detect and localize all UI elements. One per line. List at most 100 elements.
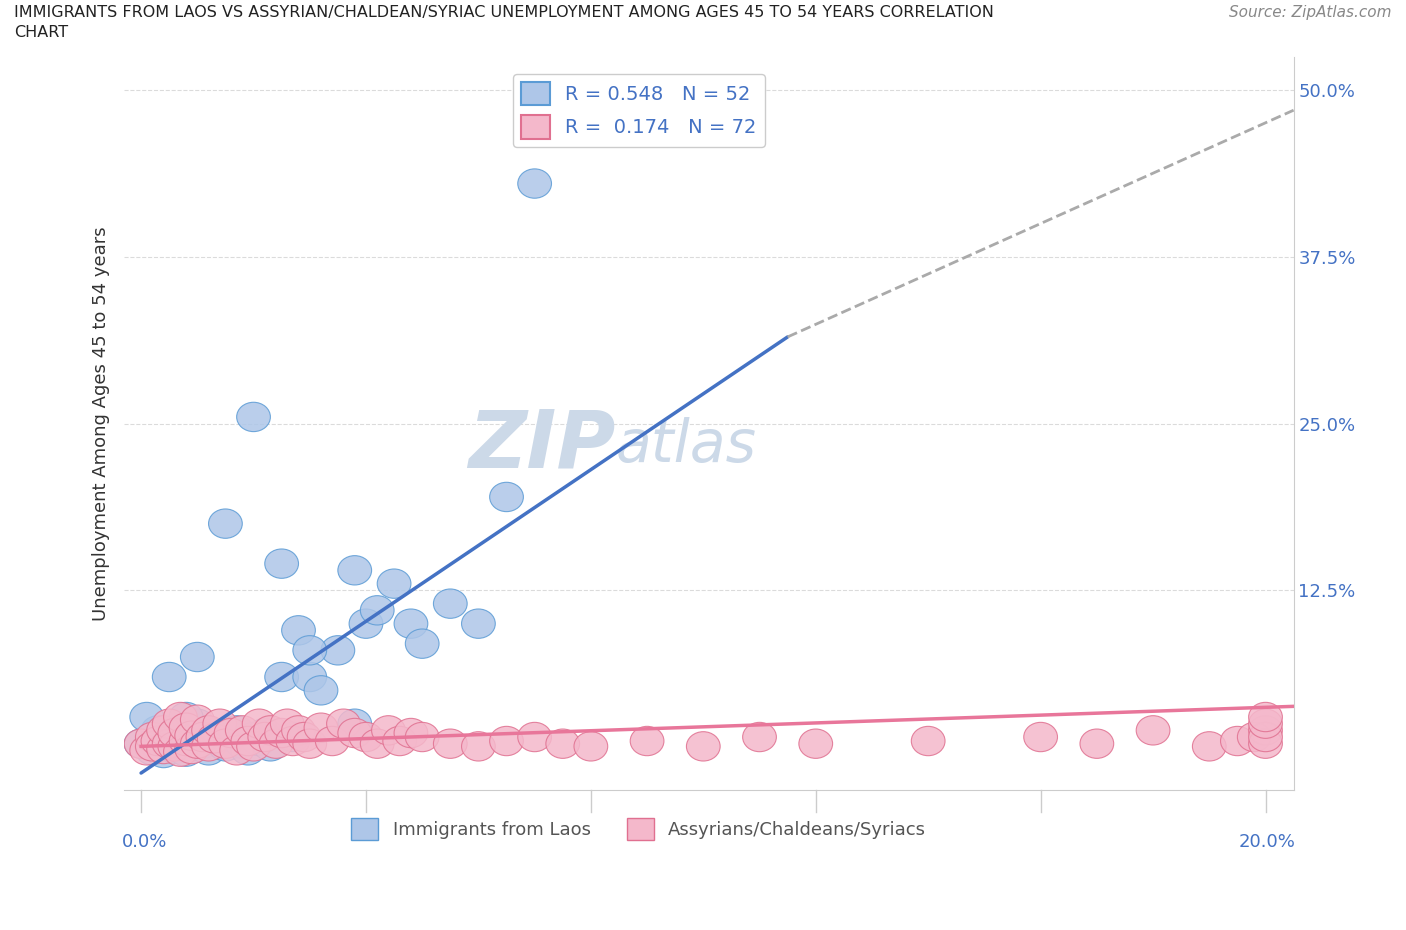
Ellipse shape [169,716,202,745]
Ellipse shape [1237,723,1271,751]
Ellipse shape [292,636,326,665]
Ellipse shape [208,509,242,538]
Ellipse shape [264,718,298,748]
Ellipse shape [247,718,281,748]
Ellipse shape [405,629,439,658]
Ellipse shape [152,729,186,758]
Ellipse shape [124,729,157,758]
Ellipse shape [202,709,236,738]
Ellipse shape [1249,723,1282,751]
Ellipse shape [236,732,270,761]
Ellipse shape [247,723,281,751]
Ellipse shape [270,709,304,738]
Ellipse shape [360,729,394,758]
Ellipse shape [371,716,405,745]
Text: Source: ZipAtlas.com: Source: ZipAtlas.com [1229,5,1392,20]
Ellipse shape [911,726,945,756]
Text: CHART: CHART [14,25,67,40]
Ellipse shape [489,726,523,756]
Ellipse shape [304,676,337,705]
Ellipse shape [174,721,208,751]
Ellipse shape [292,662,326,692]
Ellipse shape [321,636,354,665]
Ellipse shape [141,716,174,745]
Ellipse shape [349,609,382,638]
Ellipse shape [517,169,551,198]
Ellipse shape [337,709,371,738]
Ellipse shape [202,726,236,756]
Ellipse shape [129,702,163,732]
Ellipse shape [191,736,225,765]
Ellipse shape [394,609,427,638]
Ellipse shape [394,718,427,748]
Ellipse shape [326,709,360,738]
Ellipse shape [174,732,208,761]
Ellipse shape [287,723,321,751]
Ellipse shape [276,726,309,756]
Ellipse shape [236,403,270,432]
Ellipse shape [169,726,202,756]
Ellipse shape [225,729,259,758]
Ellipse shape [337,718,371,748]
Ellipse shape [174,735,208,764]
Ellipse shape [630,726,664,756]
Ellipse shape [180,705,214,735]
Ellipse shape [180,709,214,738]
Text: IMMIGRANTS FROM LAOS VS ASSYRIAN/CHALDEAN/SYRIAC UNEMPLOYMENT AMONG AGES 45 TO 5: IMMIGRANTS FROM LAOS VS ASSYRIAN/CHALDEA… [14,5,994,20]
Ellipse shape [197,724,231,753]
Ellipse shape [141,732,174,761]
Ellipse shape [1249,729,1282,758]
Text: 0.0%: 0.0% [122,833,167,851]
Y-axis label: Unemployment Among Ages 45 to 54 years: Unemployment Among Ages 45 to 54 years [93,226,110,621]
Ellipse shape [1220,726,1254,756]
Ellipse shape [242,709,276,738]
Ellipse shape [146,716,180,745]
Ellipse shape [135,732,169,761]
Ellipse shape [461,609,495,638]
Ellipse shape [186,729,219,758]
Ellipse shape [163,702,197,732]
Ellipse shape [214,718,247,748]
Ellipse shape [191,716,225,745]
Text: ZIP: ZIP [468,406,616,485]
Ellipse shape [135,736,169,765]
Ellipse shape [546,729,579,758]
Ellipse shape [231,736,264,765]
Ellipse shape [219,736,253,765]
Ellipse shape [146,735,180,764]
Ellipse shape [405,723,439,751]
Ellipse shape [1249,716,1282,745]
Legend: Immigrants from Laos, Assyrians/Chaldeans/Syriacs: Immigrants from Laos, Assyrians/Chaldean… [344,811,934,847]
Ellipse shape [242,726,276,756]
Ellipse shape [253,716,287,745]
Ellipse shape [1192,732,1226,761]
Ellipse shape [141,726,174,756]
Ellipse shape [1249,702,1282,732]
Ellipse shape [461,732,495,761]
Ellipse shape [180,643,214,671]
Ellipse shape [315,726,349,756]
Ellipse shape [169,737,202,766]
Ellipse shape [180,724,214,753]
Ellipse shape [799,729,832,758]
Ellipse shape [219,716,253,745]
Ellipse shape [124,729,157,758]
Ellipse shape [517,723,551,751]
Ellipse shape [433,589,467,618]
Ellipse shape [1136,716,1170,745]
Ellipse shape [236,723,270,751]
Ellipse shape [360,595,394,625]
Ellipse shape [686,732,720,761]
Ellipse shape [157,735,191,764]
Ellipse shape [169,713,202,742]
Ellipse shape [433,729,467,758]
Ellipse shape [157,732,191,761]
Ellipse shape [377,569,411,598]
Ellipse shape [157,723,191,751]
Ellipse shape [169,702,202,732]
Ellipse shape [231,726,264,756]
Ellipse shape [574,732,607,761]
Ellipse shape [304,713,337,742]
Ellipse shape [186,723,219,751]
Ellipse shape [264,549,298,578]
